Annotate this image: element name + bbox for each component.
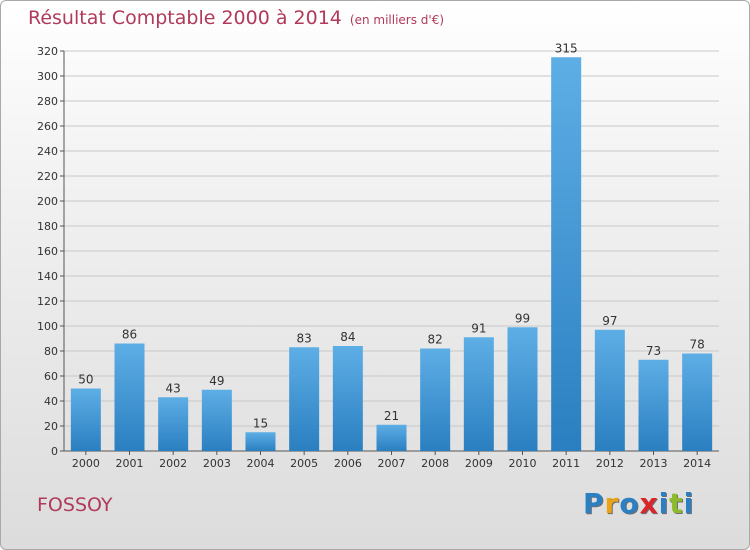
x-tick-label: 2014 (683, 457, 711, 470)
y-tick-label: 60 (44, 370, 58, 383)
bar-value-label: 83 (297, 331, 312, 345)
bar (332, 346, 363, 451)
bar (158, 397, 189, 451)
bar (638, 359, 669, 451)
y-tick-label: 0 (51, 445, 58, 458)
x-tick-label: 2004 (247, 457, 275, 470)
bar-value-label: 78 (690, 338, 705, 352)
y-tick-label: 80 (44, 345, 58, 358)
x-tick-label: 2001 (116, 457, 144, 470)
commune-name: FOSSOY (37, 494, 113, 516)
bar-value-label: 15 (253, 416, 268, 430)
y-tick-label: 120 (37, 295, 58, 308)
bar-value-label: 91 (471, 321, 486, 335)
x-tick-label: 2002 (159, 457, 187, 470)
bar-value-label: 49 (209, 374, 224, 388)
y-tick-label: 280 (37, 95, 58, 108)
x-tick-label: 2010 (509, 457, 537, 470)
y-tick-label: 300 (37, 70, 58, 83)
bar-value-label: 315 (555, 41, 578, 55)
chart-subtitle: (en milliers d'€) (349, 13, 445, 27)
bar (594, 329, 625, 451)
y-tick-label: 240 (37, 145, 58, 158)
bar (376, 424, 407, 451)
bar (463, 337, 494, 451)
bar-value-label: 99 (515, 311, 530, 325)
y-tick-label: 180 (37, 220, 58, 233)
x-tick-label: 2006 (334, 457, 362, 470)
bar-value-label: 43 (166, 381, 181, 395)
x-tick-label: 2000 (72, 457, 100, 470)
y-tick-label: 40 (44, 395, 58, 408)
x-tick-label: 2008 (421, 457, 449, 470)
bar (682, 353, 713, 451)
y-tick-label: 220 (37, 170, 58, 183)
y-tick-label: 20 (44, 420, 58, 433)
bar-value-label: 21 (384, 409, 399, 423)
x-tick-label: 2012 (596, 457, 624, 470)
x-tick-label: 2003 (203, 457, 231, 470)
bar-value-label: 50 (78, 373, 93, 387)
x-tick-label: 2013 (640, 457, 668, 470)
bar (245, 432, 276, 451)
bar (70, 388, 101, 451)
x-tick-label: 2005 (290, 457, 318, 470)
bar-value-label: 73 (646, 344, 661, 358)
y-tick-label: 140 (37, 270, 58, 283)
chart-title: Résultat Comptable 2000 à 2014 (28, 7, 342, 29)
y-tick-label: 200 (37, 195, 58, 208)
bar-value-label: 97 (602, 314, 617, 328)
x-tick-label: 2009 (465, 457, 493, 470)
y-tick-label: 160 (37, 245, 58, 258)
y-tick-label: 260 (37, 120, 58, 133)
bar-value-label: 82 (428, 333, 443, 347)
bar (114, 343, 145, 451)
bar-value-label: 86 (122, 328, 137, 342)
x-tick-label: 2007 (378, 457, 406, 470)
bar (420, 348, 451, 451)
bar (289, 347, 320, 451)
proxiti-logo: Proxiti (583, 487, 695, 520)
y-tick-label: 320 (37, 45, 58, 58)
x-tick-label: 2011 (552, 457, 580, 470)
y-tick-label: 100 (37, 320, 58, 333)
bar (551, 57, 582, 451)
bar (507, 327, 538, 451)
chart-title-block: Résultat Comptable 2000 à 2014 (en millie… (28, 7, 444, 29)
bar-value-label: 84 (340, 330, 355, 344)
bar (201, 389, 232, 451)
